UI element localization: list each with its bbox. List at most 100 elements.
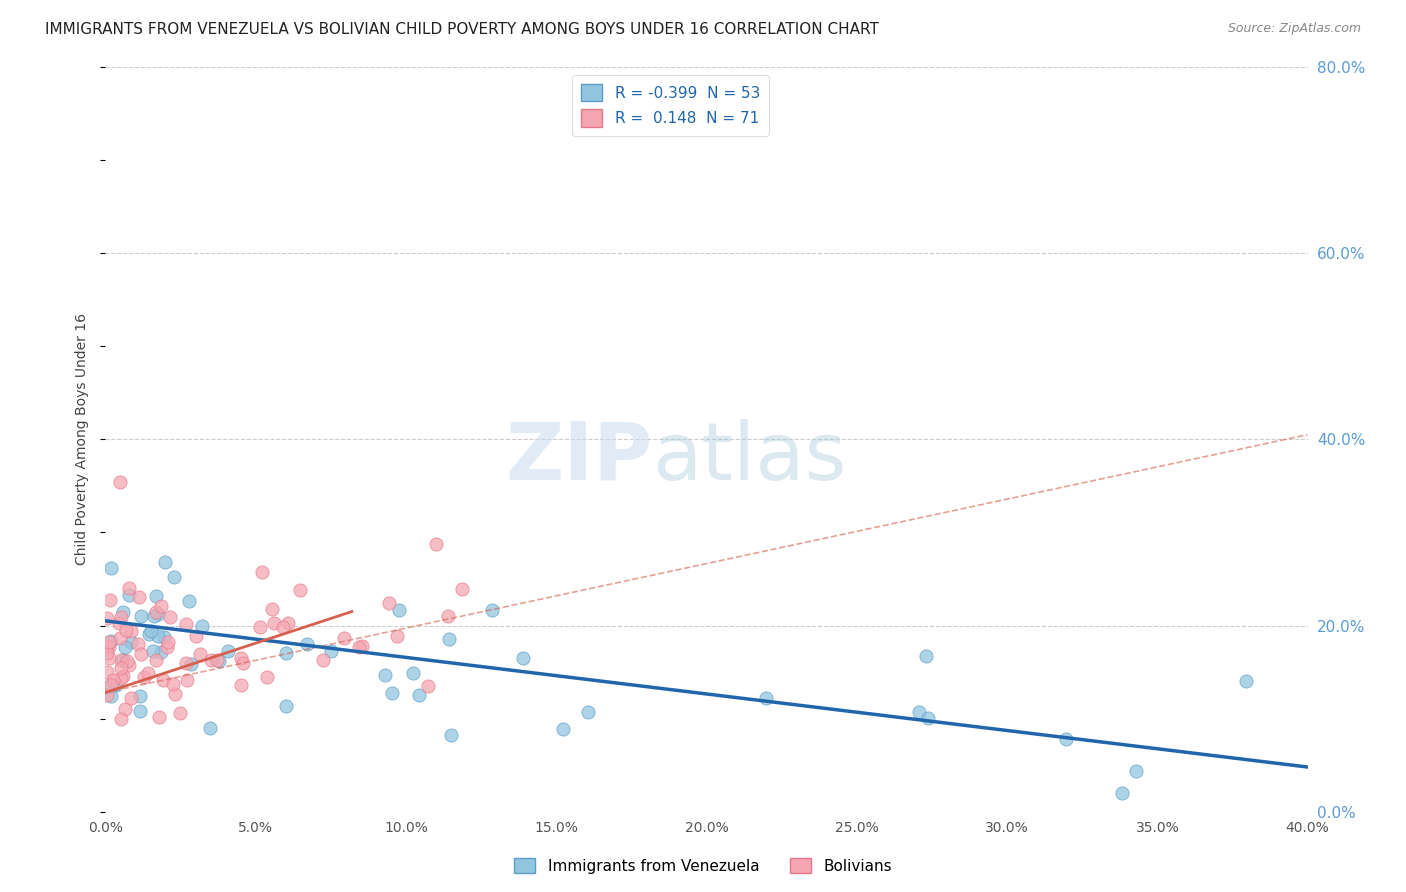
Legend: R = -0.399  N = 53, R =  0.148  N = 71: R = -0.399 N = 53, R = 0.148 N = 71 <box>572 75 769 136</box>
Point <box>110 653 132 667</box>
Point <box>416 679 439 693</box>
Point <box>319 644 342 658</box>
Point <box>437 609 460 624</box>
Point <box>131 608 153 623</box>
Point <box>260 602 283 616</box>
Point <box>96 639 118 653</box>
Point <box>100 633 122 648</box>
Point <box>908 705 931 719</box>
Point <box>162 677 184 691</box>
Point <box>96 665 118 680</box>
Point <box>149 599 172 614</box>
Point <box>385 629 408 643</box>
Point <box>159 610 181 624</box>
Point <box>96 688 118 702</box>
Text: ZIP: ZIP <box>505 419 652 497</box>
Point <box>256 670 278 684</box>
Point <box>576 705 599 719</box>
Point <box>295 637 318 651</box>
Point <box>96 610 118 624</box>
Point <box>117 581 139 595</box>
Point <box>408 688 430 702</box>
Point <box>1125 764 1147 778</box>
Point <box>551 722 574 736</box>
Point <box>232 656 254 670</box>
Point <box>174 657 197 671</box>
Point <box>381 686 404 700</box>
Point <box>98 634 121 648</box>
Point <box>402 666 425 681</box>
Point <box>128 590 150 604</box>
Point <box>100 678 122 692</box>
Point <box>378 597 401 611</box>
Point <box>145 605 167 619</box>
Point <box>208 654 231 668</box>
Point <box>174 617 197 632</box>
Point <box>146 607 169 621</box>
Point <box>512 651 534 665</box>
Point <box>98 592 121 607</box>
Point <box>312 653 335 667</box>
Point <box>184 629 207 643</box>
Point <box>451 582 474 597</box>
Point <box>129 647 152 661</box>
Point <box>120 635 142 649</box>
Point <box>153 555 176 569</box>
Point <box>129 689 152 703</box>
Point <box>156 640 179 654</box>
Point <box>917 711 939 725</box>
Point <box>97 640 120 654</box>
Text: IMMIGRANTS FROM VENEZUELA VS BOLIVIAN CHILD POVERTY AMONG BOYS UNDER 16 CORRELAT: IMMIGRANTS FROM VENEZUELA VS BOLIVIAN CH… <box>45 22 879 37</box>
Point <box>163 570 186 584</box>
Point <box>481 603 503 617</box>
Point <box>107 616 129 631</box>
Text: atlas: atlas <box>652 419 846 497</box>
Point <box>142 644 165 658</box>
Point <box>97 681 120 695</box>
Point <box>274 646 297 660</box>
Point <box>148 710 170 724</box>
Point <box>138 665 160 680</box>
Point <box>108 632 131 646</box>
Point <box>110 610 132 624</box>
Point <box>1054 732 1077 747</box>
Point <box>98 651 121 665</box>
Point <box>115 624 138 638</box>
Point <box>1234 673 1257 688</box>
Point <box>229 678 252 692</box>
Point <box>145 589 167 603</box>
Point <box>288 582 311 597</box>
Point <box>118 588 141 602</box>
Point <box>112 605 135 619</box>
Point <box>96 646 118 660</box>
Point <box>207 653 229 667</box>
Point <box>128 704 150 718</box>
Point <box>425 536 447 550</box>
Point <box>100 561 122 575</box>
Point <box>176 673 198 687</box>
Point <box>352 639 374 653</box>
Point <box>191 619 214 633</box>
Point <box>755 690 778 705</box>
Point <box>374 668 396 682</box>
Point <box>249 620 271 634</box>
Point <box>103 673 125 687</box>
Point <box>115 654 138 668</box>
Point <box>111 669 134 683</box>
Point <box>111 653 134 667</box>
Point <box>138 627 160 641</box>
Point <box>914 648 936 663</box>
Point <box>152 630 174 644</box>
Point <box>120 624 142 639</box>
Point <box>217 644 239 658</box>
Point <box>120 691 142 706</box>
Point <box>332 631 354 645</box>
Point <box>188 648 211 662</box>
Point <box>152 673 174 688</box>
Point <box>139 624 162 638</box>
Point <box>177 594 200 608</box>
Point <box>388 603 411 617</box>
Point <box>146 629 169 643</box>
Legend: Immigrants from Venezuela, Bolivians: Immigrants from Venezuela, Bolivians <box>508 852 898 880</box>
Point <box>163 687 186 701</box>
